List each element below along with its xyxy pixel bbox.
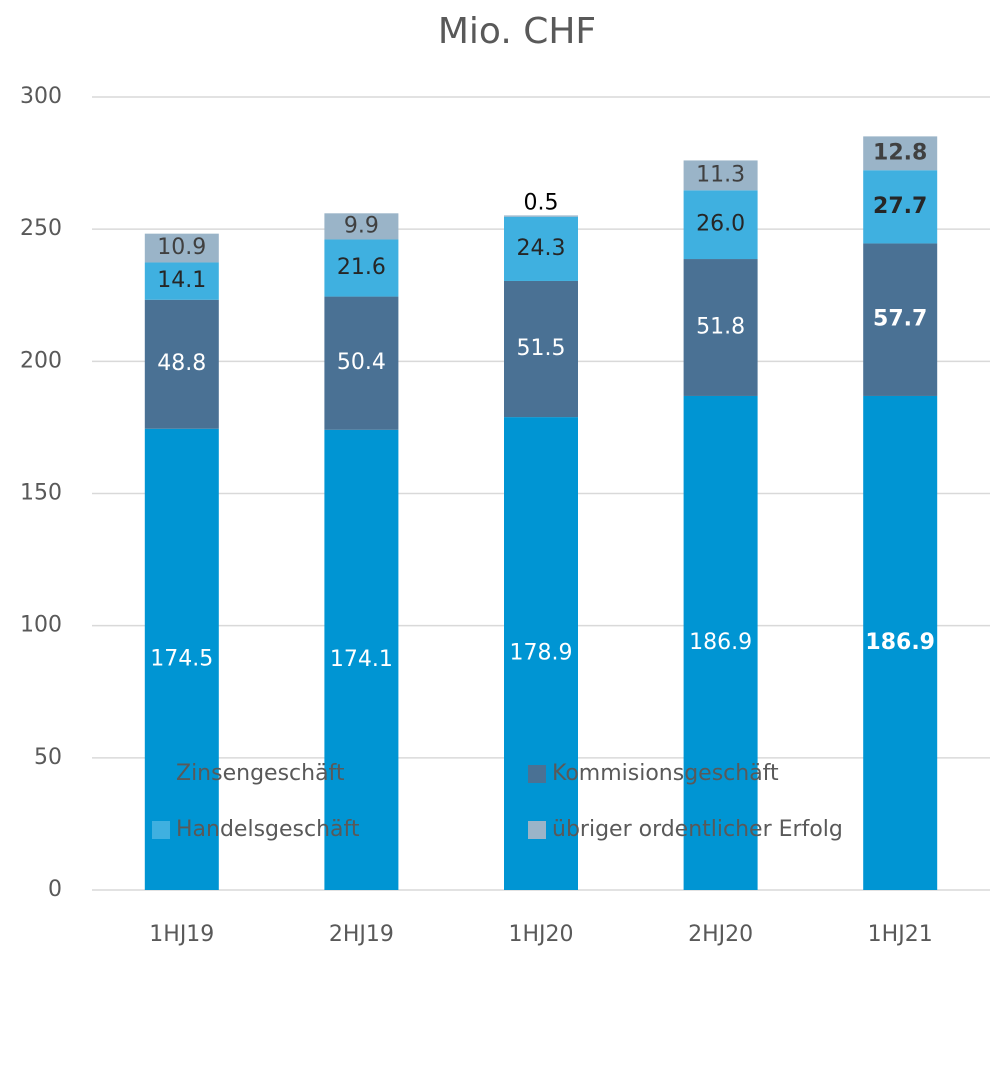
data-label: 14.1: [157, 268, 206, 293]
bar-segment: [863, 243, 938, 396]
bar-segment: [683, 190, 758, 260]
y-tick-label: 100: [20, 613, 62, 638]
bar-segment: [504, 280, 578, 418]
y-tick-label: 300: [20, 84, 62, 109]
bar-segment: [144, 233, 219, 263]
legend-swatch: [528, 821, 546, 839]
bar-segment: [144, 299, 219, 429]
bar-segment: [144, 428, 219, 890]
x-tick-label: 2HJ20: [688, 922, 753, 947]
x-tick-label: 1HJ21: [868, 922, 933, 947]
bar-segment: [324, 429, 399, 890]
x-tick-label: 1HJ19: [149, 922, 214, 947]
bar-segment: [863, 136, 938, 171]
y-tick-label: 150: [20, 481, 62, 506]
data-label: 186.9: [865, 630, 935, 655]
bar-segment: [504, 417, 578, 890]
x-tick-label: 1HJ20: [508, 922, 573, 947]
bar-segment: [863, 170, 938, 244]
data-label: 50.4: [337, 350, 386, 375]
bar-segment: [683, 395, 758, 890]
y-tick-label: 50: [34, 745, 62, 770]
x-tick-label: 2HJ19: [329, 922, 394, 947]
data-label: 178.9: [510, 641, 573, 666]
data-label: 27.7: [873, 194, 927, 219]
bar-segment: [504, 216, 578, 281]
bar-segment: [324, 296, 399, 430]
bar-segment: [144, 262, 219, 300]
y-tick-label: 0: [48, 877, 62, 902]
data-label: 186.9: [689, 630, 752, 655]
data-label: 51.5: [517, 336, 566, 361]
data-label: 10.9: [157, 235, 206, 260]
data-label: 174.1: [330, 647, 393, 672]
bar-segment: [683, 160, 758, 191]
legend-swatch: [528, 765, 546, 783]
bar-segment: [683, 259, 758, 396]
data-label: 174.5: [150, 646, 213, 671]
legend-label: Handelsgeschäft: [176, 817, 360, 842]
chart-title: Mio. CHF: [438, 11, 596, 52]
bar-segment: [324, 239, 399, 297]
bar-segment: [863, 395, 938, 890]
data-label: 24.3: [517, 236, 566, 261]
data-label: 9.9: [344, 213, 379, 238]
legend-swatch: [152, 821, 170, 839]
data-label: 51.8: [696, 314, 745, 339]
data-label: 48.8: [157, 351, 206, 376]
data-label: 21.6: [337, 255, 386, 280]
legend-swatch: [152, 765, 170, 783]
y-tick-label: 250: [20, 216, 62, 241]
data-label: 57.7: [873, 307, 927, 332]
data-label: 26.0: [696, 212, 745, 237]
data-label: 0.5: [524, 190, 559, 215]
y-tick-label: 200: [20, 348, 62, 373]
data-label: 11.3: [696, 162, 745, 187]
legend-label: übriger ordentlicher Erfolg: [552, 817, 843, 842]
legend-label: Kommisionsgeschäft: [552, 761, 779, 786]
data-label: 12.8: [873, 140, 927, 165]
legend-label: Zinsengeschäft: [176, 761, 345, 786]
bar-segment: [504, 215, 578, 217]
bar-segment: [324, 213, 399, 240]
